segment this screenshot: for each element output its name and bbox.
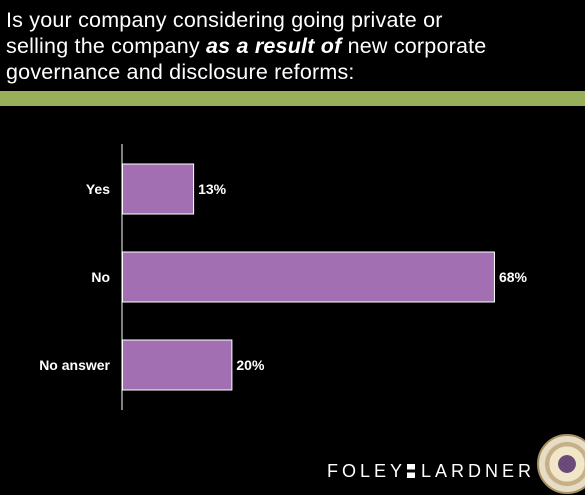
- brand-logo: FOLEY LARDNER: [327, 461, 535, 482]
- value-label: 68%: [499, 269, 528, 285]
- bar-no-answer: [122, 339, 233, 391]
- title-line-2-end: new corporate: [341, 34, 487, 58]
- bar-yes: [122, 163, 195, 215]
- category-label: No answer: [39, 357, 110, 373]
- title-line-1: Is your company considering going privat…: [6, 8, 443, 32]
- brand-logo-right: LARDNER: [421, 461, 536, 481]
- value-label: 13%: [198, 181, 227, 197]
- title-emphasis: as a result of: [206, 34, 342, 58]
- chart-title: Is your company considering going privat…: [6, 7, 581, 85]
- logo-separator-icon: [407, 464, 416, 478]
- title-line-2: selling the company as a result of new c…: [6, 33, 581, 59]
- value-label: 20%: [236, 357, 265, 373]
- title-line-2-start: selling the company: [6, 34, 206, 58]
- seal-icon: [537, 434, 585, 494]
- title-line-3: governance and disclosure reforms:: [6, 60, 355, 84]
- bar-no: [122, 251, 495, 303]
- accent-divider: [0, 91, 585, 106]
- brand-logo-left: FOLEY: [327, 461, 407, 481]
- category-label: No: [91, 269, 110, 285]
- category-label: Yes: [86, 181, 110, 197]
- bar-chart: Yes 13% No 68% No answer 20%: [39, 144, 528, 410]
